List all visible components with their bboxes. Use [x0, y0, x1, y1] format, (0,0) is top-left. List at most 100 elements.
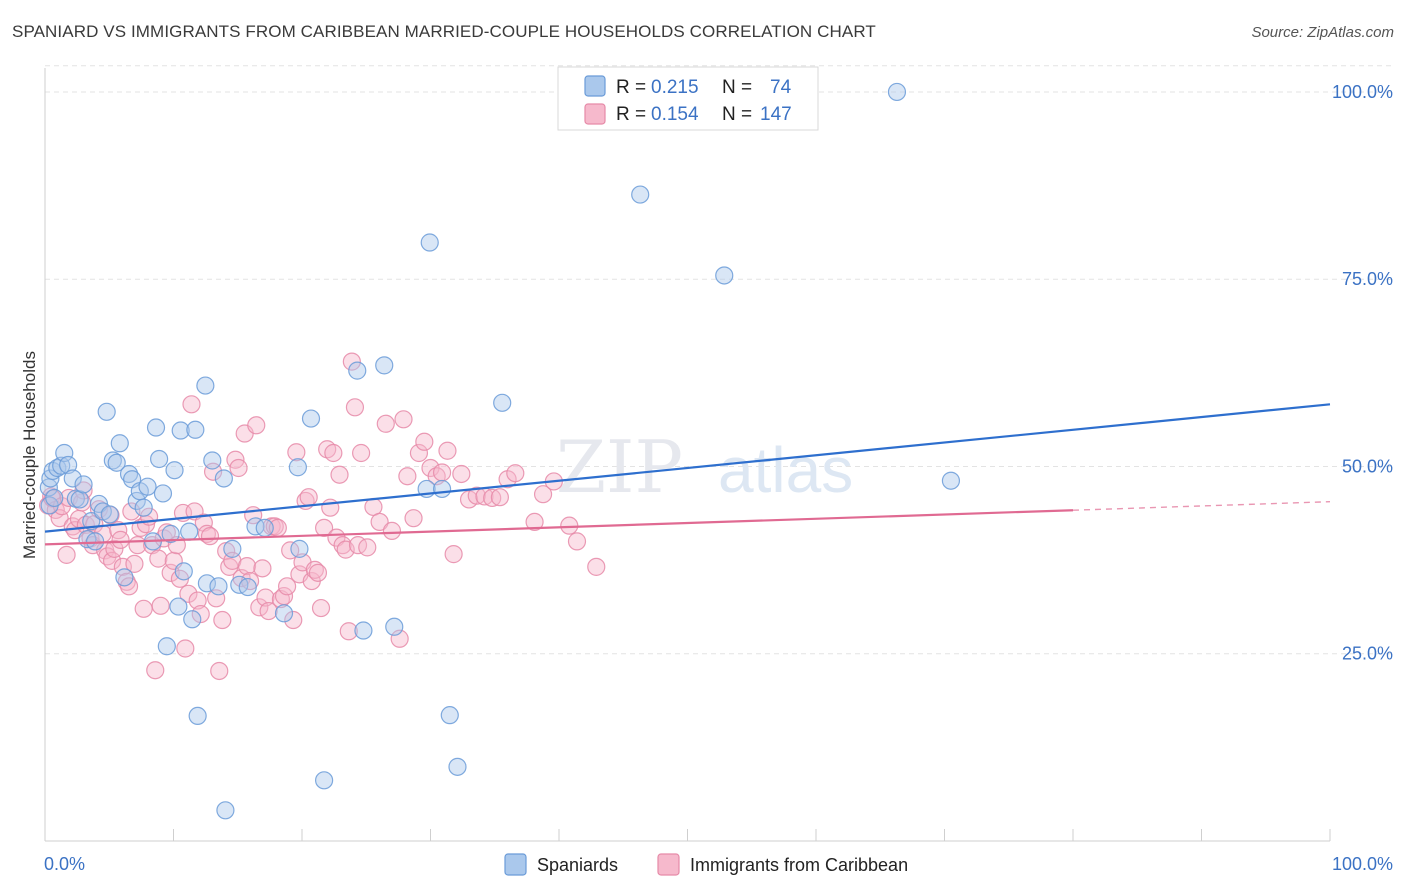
y-axis-title: Married-couple Households: [20, 351, 39, 559]
caribbean-point-108: [376, 414, 395, 433]
caribbean-point-39: [151, 596, 170, 615]
caribbean-point-55: [200, 527, 220, 546]
spaniards-point-35: [161, 524, 180, 543]
spaniards-point-43: [188, 706, 207, 726]
bottom-legend-label-spaniards: Spaniards: [537, 855, 618, 875]
spaniards-point-28: [134, 498, 153, 517]
caribbean-point-130: [533, 485, 553, 504]
spaniards-point-12: [74, 475, 93, 494]
legend-n-value-spaniards: 74: [770, 77, 792, 98]
caribbean-point-112: [398, 467, 417, 486]
caribbean-point-72: [253, 559, 272, 578]
spaniards-point-59: [315, 771, 334, 790]
spaniards-point-53: [246, 517, 265, 536]
spaniards-point-70: [631, 185, 650, 204]
spaniards-point-48: [214, 469, 233, 488]
caribbean-point-101: [342, 352, 361, 371]
caribbean-point-90: [308, 563, 328, 582]
caribbean-point-23: [105, 539, 124, 558]
caribbean-point-33: [134, 599, 153, 618]
caribbean-point-107: [370, 512, 389, 532]
legend-r-value-caribbean: 0.154: [651, 104, 699, 125]
caribbean-point-97: [330, 465, 349, 484]
spaniards-point-44: [196, 376, 215, 395]
caribbean-point-133: [567, 532, 587, 551]
spaniards-point-9: [63, 469, 82, 488]
spaniards-point-61: [354, 621, 373, 640]
caribbean-point-71: [250, 598, 269, 617]
chart-title: SPANIARD VS IMMIGRANTS FROM CARIBBEAN MA…: [12, 22, 876, 41]
y-tick-label-50: 50.0%: [1342, 456, 1393, 476]
spaniards-point-56: [288, 458, 307, 477]
caribbean-point-118: [432, 463, 452, 482]
watermark: ZIP atlas: [556, 425, 853, 509]
caribbean-point-96: [327, 528, 346, 547]
legend-r-label-spaniards: R =: [616, 77, 646, 98]
caribbean-point-121: [452, 464, 471, 484]
spaniards-point-14: [82, 512, 101, 531]
caribbean-point-28: [119, 577, 139, 596]
series-immigrants-caribbean-points: [38, 352, 606, 681]
caribbean-point-73: [256, 588, 275, 607]
caribbean-point-70: [247, 416, 266, 435]
spaniards-point-68: [448, 757, 467, 776]
series-spaniards-points: [39, 82, 961, 820]
y-tick-label-25: 25.0%: [1342, 644, 1393, 664]
caribbean-point-120: [444, 545, 463, 564]
legend-n-label-caribbean: N =: [722, 104, 752, 125]
caribbean-point-104: [352, 443, 371, 463]
caribbean-point-111: [394, 410, 413, 429]
spaniards-point-31: [146, 418, 166, 437]
spaniards-point-8: [59, 455, 78, 475]
spaniards-point-32: [150, 449, 169, 469]
legend-swatch-caribbean: [584, 103, 606, 125]
spaniards-point-11: [70, 490, 89, 509]
spaniards-point-26: [127, 491, 146, 511]
spaniards-point-23: [115, 568, 134, 587]
legend-n-label-spaniards: N =: [722, 77, 752, 98]
spaniards-point-21: [107, 453, 126, 472]
spaniards-point-47: [209, 577, 228, 596]
caribbean-point-67: [237, 557, 257, 576]
spaniards-point-7: [55, 443, 74, 463]
x-tick-label-min: 0.0%: [44, 854, 85, 874]
spaniards-point-33: [153, 484, 173, 503]
spaniards-point-71: [715, 266, 734, 285]
spaniards-point-40: [180, 522, 199, 541]
caribbean-point-113: [404, 509, 423, 528]
caribbean-point-128: [506, 464, 525, 483]
trend-line-caribbean: [44, 509, 1074, 546]
spaniards-point-50: [223, 539, 242, 558]
caribbean-point-48: [179, 584, 198, 603]
caribbean-point-102: [345, 398, 365, 417]
caribbean-point-80: [277, 577, 297, 596]
caribbean-point-87: [299, 488, 318, 507]
spaniards-point-4: [45, 488, 64, 508]
caribbean-point-91: [311, 598, 331, 618]
spaniards-point-69: [493, 393, 512, 412]
caribbean-point-37: [146, 661, 165, 680]
caribbean-point-59: [213, 610, 232, 630]
caribbean-point-64: [229, 458, 248, 478]
trend-line-caribbean-extension: [1072, 500, 1331, 511]
caribbean-point-51: [188, 591, 207, 610]
spaniards-point-18: [97, 402, 116, 421]
caribbean-point-126: [490, 488, 509, 507]
x-tick-label-max: 100.0%: [1332, 854, 1393, 874]
spaniards-point-45: [197, 574, 217, 593]
caribbean-point-82: [284, 610, 303, 630]
chart-source: Source: ZipAtlas.com: [1251, 24, 1394, 41]
spaniards-point-65: [420, 233, 439, 252]
spaniards-point-49: [216, 801, 235, 820]
bottom-legend-swatch-spaniards: [504, 853, 527, 876]
legend-r-label-caribbean: R =: [616, 104, 646, 125]
caribbean-point-47: [176, 639, 195, 658]
caribbean-point-129: [525, 512, 544, 532]
spaniards-point-58: [301, 409, 321, 428]
caribbean-point-105: [358, 538, 377, 557]
caribbean-point-89: [305, 560, 324, 579]
spaniards-point-52: [238, 577, 257, 597]
spaniards-point-2: [41, 469, 60, 488]
caribbean-point-42: [161, 563, 180, 582]
